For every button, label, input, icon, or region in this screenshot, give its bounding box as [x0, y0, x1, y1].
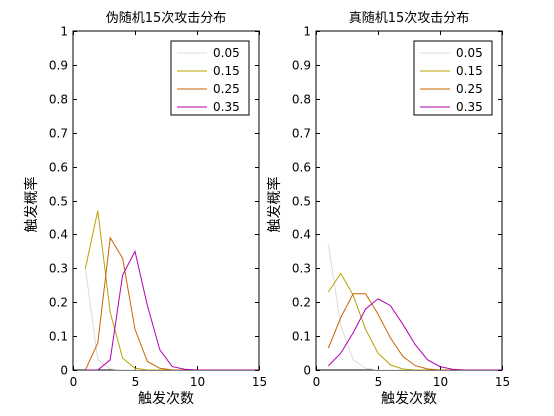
legend-entry: 0.35	[456, 100, 483, 114]
x-tick-label: 15	[252, 375, 267, 389]
x-tick-label: 0	[313, 375, 321, 389]
x-tick-label: 5	[132, 375, 140, 389]
legend-entry: 0.25	[213, 82, 240, 96]
y-tick-label: 0	[303, 364, 311, 378]
legend-entry: 0.05	[456, 46, 483, 60]
y-tick-label: 0.7	[49, 127, 68, 141]
y-axis-label: 触发概率	[266, 177, 283, 233]
x-tick-label: 15	[495, 375, 510, 389]
series-line-0.25	[84, 236, 259, 370]
x-tick-label: 10	[433, 375, 448, 389]
series-line-0.35	[328, 298, 502, 370]
legend-entry: 0.15	[213, 64, 240, 78]
chart-title: 真随机15次攻击分布	[349, 10, 470, 26]
series-line-0.05	[84, 268, 259, 370]
legend: 0.05 0.15 0.25 0.35	[413, 40, 493, 116]
series-line-0.15	[84, 210, 259, 370]
y-tick-label: 0.5	[292, 195, 311, 209]
y-tick-label: 0.8	[292, 93, 311, 107]
y-tick-label: 0.6	[49, 161, 68, 175]
y-tick-label: 0.9	[49, 59, 68, 73]
y-tick-label: 0.1	[292, 330, 311, 344]
y-axis-label: 触发概率	[23, 177, 40, 233]
y-tick-label: 0.6	[292, 161, 311, 175]
x-tick-label: 5	[375, 375, 383, 389]
y-tick-label: 0.7	[292, 127, 311, 141]
chart-panel-1: 00.10.20.30.40.50.60.70.80.910 5 10 15伪随机15…	[23, 10, 267, 407]
y-tick-label: 0.1	[49, 330, 68, 344]
y-tick-label: 1	[303, 25, 311, 39]
y-tick-label: 0.2	[292, 296, 311, 310]
legend: 0.05 0.15 0.25 0.35	[170, 40, 250, 116]
y-tick-label: 0.4	[49, 228, 68, 242]
x-tick-label: 10	[190, 375, 205, 389]
y-tick-label: 1	[60, 25, 68, 39]
y-tick-label: 0.8	[49, 93, 68, 107]
series-line-0.05	[327, 244, 502, 370]
y-tick-label: 0.9	[292, 59, 311, 73]
series-group	[84, 210, 259, 370]
legend-entry: 0.05	[213, 46, 240, 60]
series-line-0.35	[85, 249, 259, 370]
legend-entry: 0.25	[456, 82, 483, 96]
legend-entry: 0.35	[213, 100, 240, 114]
y-tick-label: 0.5	[49, 195, 68, 209]
y-tick-label: 0.4	[292, 228, 311, 242]
y-tick-label: 0.3	[292, 262, 311, 276]
x-axis-label: 触发次数	[381, 391, 437, 407]
y-tick-label: 0.2	[49, 296, 68, 310]
chart-title: 伪随机15次攻击分布	[106, 10, 227, 26]
chart-panel-2: 00.10.20.30.40.50.60.70.80.910 5 10 15真随机15…	[266, 10, 510, 407]
x-tick-label: 0	[70, 375, 78, 389]
series-group	[327, 244, 502, 370]
series-line-0.15	[327, 272, 502, 370]
legend-entry: 0.15	[456, 64, 483, 78]
y-tick-label: 0.3	[49, 262, 68, 276]
x-axis-label: 触发次数	[138, 391, 194, 407]
y-tick-label: 0	[60, 364, 68, 378]
series-line-0.25	[327, 293, 502, 370]
